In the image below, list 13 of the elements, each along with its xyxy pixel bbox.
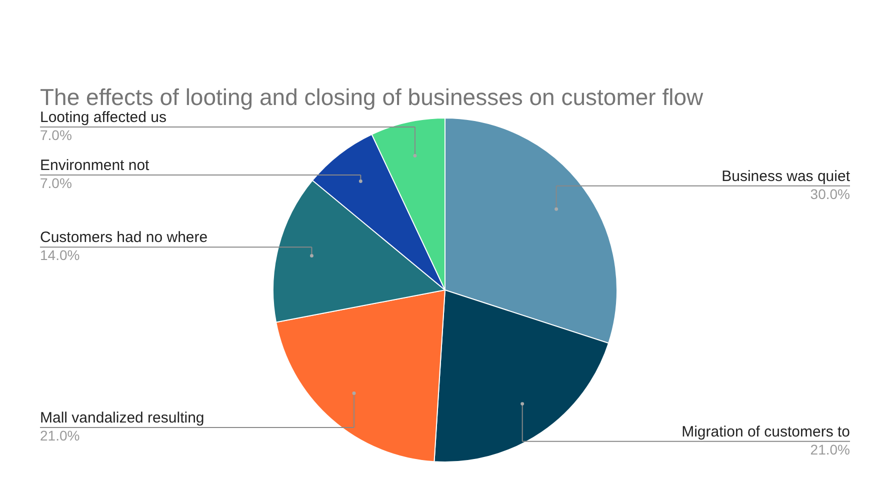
data-label: 30.0% — [810, 186, 850, 202]
slice-label: Business was quiet — [722, 168, 851, 185]
data-label: 21.0% — [810, 441, 850, 458]
slice-label: Mall vandalized resulting — [40, 409, 204, 426]
data-label: 7.0% — [40, 127, 72, 143]
slice-label: Environment not — [40, 157, 150, 174]
slice-label: Looting affected us — [40, 109, 166, 126]
data-label: 14.0% — [40, 247, 80, 264]
chart-title: The effects of looting and closing of businesses on customer flow — [40, 84, 704, 110]
data-label: 21.0% — [40, 427, 80, 444]
data-label: 7.0% — [40, 175, 72, 191]
slice-label: Customers had no where — [40, 229, 208, 246]
slice-label: Migration of customers to — [682, 423, 850, 440]
